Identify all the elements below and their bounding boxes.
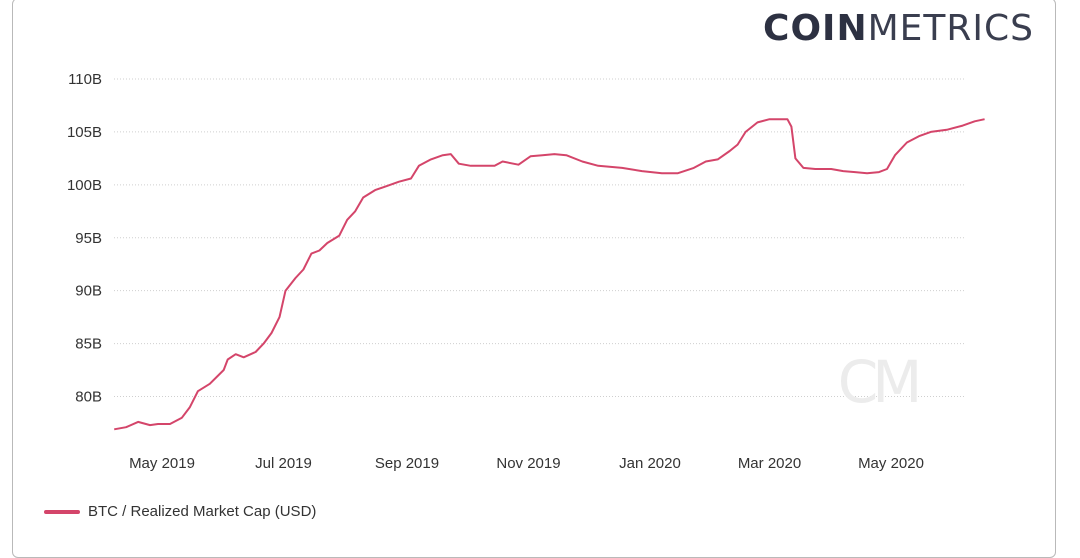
coinmetrics-logo: COINMETRICS xyxy=(763,8,1034,49)
y-tick-label: 85B xyxy=(75,336,102,353)
y-tick-label: 100B xyxy=(67,177,102,194)
x-tick-label: Sep 2019 xyxy=(375,455,439,472)
y-tick-label: 110B xyxy=(68,71,102,88)
chart-card xyxy=(12,0,1056,558)
line-chart: 80B 85B 90B 95B 100B 105B 110B May 2019 Jul 201… xyxy=(67,71,985,472)
x-tick-label: Nov 2019 xyxy=(496,455,560,472)
series-layer xyxy=(114,118,985,431)
x-tick-label: Jul 2019 xyxy=(255,455,312,472)
x-axis: May 2019 Jul 2019 Sep 2019 Nov 2019 Jan 2020… xyxy=(129,455,924,472)
x-tick-label: Mar 2020 xyxy=(738,455,801,472)
logo-bold-text: COIN xyxy=(763,8,868,49)
cm-watermark: CM xyxy=(838,348,917,416)
x-tick-label: May 2020 xyxy=(858,455,924,472)
legend[interactable]: BTC / Realized Market Cap (USD) xyxy=(44,503,316,520)
x-tick-label: May 2019 xyxy=(129,455,195,472)
y-tick-label: 95B xyxy=(75,230,102,247)
y-tick-label: 80B xyxy=(75,389,102,406)
y-tick-label: 105B xyxy=(67,124,102,141)
x-tick-label: Jan 2020 xyxy=(619,455,681,472)
logo-light-text: METRICS xyxy=(867,8,1034,49)
legend-swatch xyxy=(44,509,80,514)
y-tick-label: 90B xyxy=(75,283,102,300)
y-axis: 80B 85B 90B 95B 100B 105B 110B xyxy=(67,71,102,406)
legend-label: BTC / Realized Market Cap (USD) xyxy=(88,503,317,520)
series-line[interactable] xyxy=(114,118,985,431)
gridlines xyxy=(114,78,965,397)
